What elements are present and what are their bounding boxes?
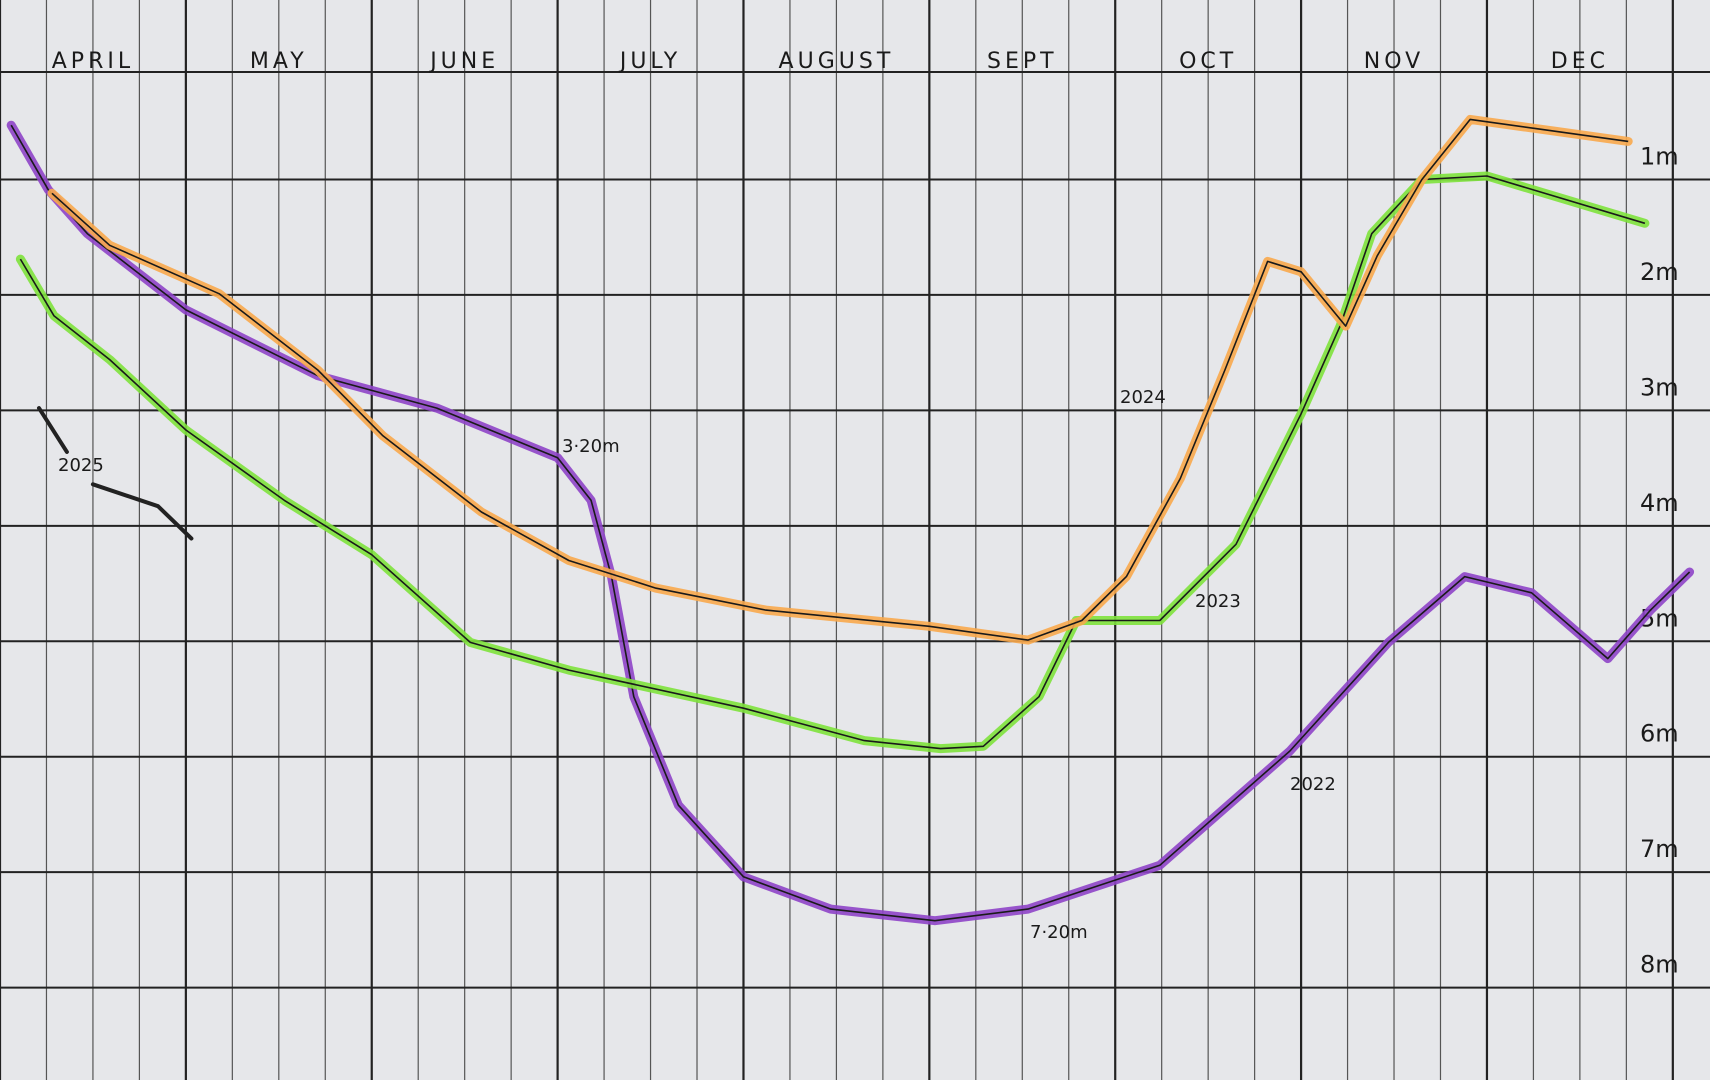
- y-tick-label: 4m: [1640, 489, 1679, 517]
- x-tick-label: SEPT: [987, 49, 1058, 74]
- y-tick-label: 8m: [1640, 951, 1679, 979]
- series-pen-line: [51, 118, 1629, 641]
- y-tick-label: 3m: [1640, 373, 1679, 401]
- series-label: 2023: [1195, 591, 1241, 612]
- x-tick-label: NOV: [1364, 49, 1424, 74]
- x-tick-label: DEC: [1551, 49, 1609, 74]
- x-tick-label: AUGUST: [779, 49, 895, 74]
- x-tick-label: MAY: [250, 49, 308, 74]
- series-label: 2022: [1290, 774, 1336, 795]
- y-tick-label: 7m: [1640, 835, 1679, 863]
- series-line: [37, 406, 194, 541]
- series-pen-line: [10, 124, 1691, 922]
- y-tick-label: 1m: [1640, 142, 1679, 170]
- series-label: 2025: [58, 455, 104, 476]
- series-label: 2024: [1120, 387, 1166, 408]
- x-tick-label: JULY: [618, 49, 681, 74]
- series-pen-line: [19, 175, 1646, 750]
- x-tick-label: JUNE: [428, 49, 499, 74]
- x-tick-label: APRIL: [52, 49, 134, 74]
- y-tick-label: 2m: [1640, 258, 1679, 286]
- annotation: 7·20m: [1030, 922, 1088, 943]
- annotation: 3·20m: [562, 436, 620, 457]
- x-tick-label: OCT: [1179, 49, 1237, 74]
- y-tick-label: 6m: [1640, 720, 1679, 748]
